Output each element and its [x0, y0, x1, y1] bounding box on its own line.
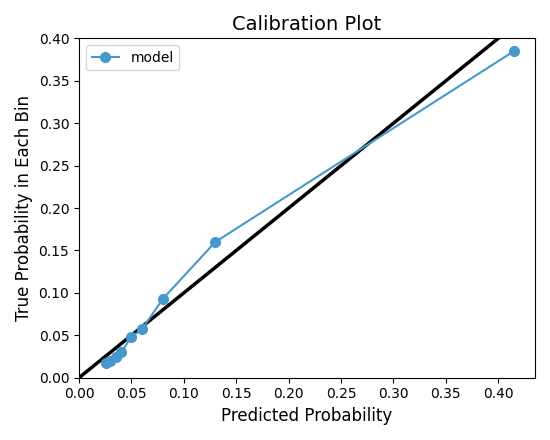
model: [160, 296, 166, 301]
Y-axis label: True Probability in Each Bin: True Probability in Each Bin: [15, 95, 33, 321]
model: [128, 334, 135, 340]
Title: Calibration Plot: Calibration Plot: [233, 15, 382, 34]
model: [118, 350, 124, 355]
model: [139, 327, 145, 332]
model: [112, 354, 119, 359]
model: [103, 361, 109, 366]
model: [212, 239, 218, 245]
Legend: model: model: [86, 45, 179, 70]
model: [107, 358, 114, 363]
Line: model: model: [101, 46, 519, 368]
X-axis label: Predicted Probability: Predicted Probability: [222, 407, 393, 425]
model: [511, 48, 518, 54]
